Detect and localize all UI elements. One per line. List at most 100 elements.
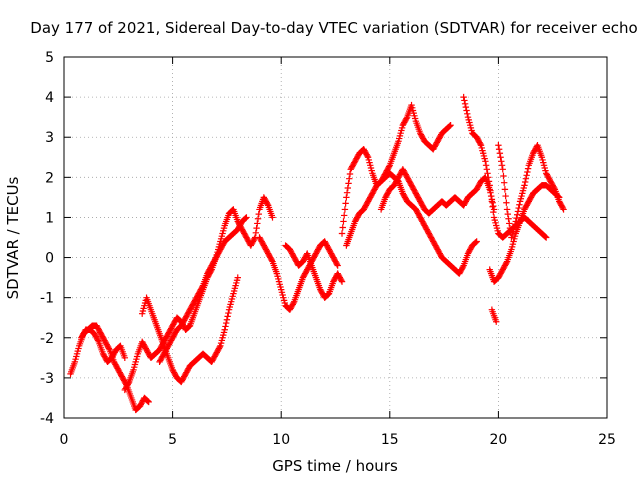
data-point (496, 150, 504, 157)
data-point (550, 184, 558, 192)
data-point (94, 337, 102, 344)
series-track-8 (338, 101, 454, 237)
data-point (290, 299, 297, 307)
data-point (338, 277, 345, 284)
data-point (477, 140, 484, 148)
y-tick-label: -4 (40, 411, 54, 427)
data-point (224, 313, 231, 320)
x-tick-label: 5 (168, 432, 177, 448)
x-tick-label: 10 (272, 432, 290, 448)
data-point (341, 206, 349, 213)
data-point (199, 283, 206, 291)
data-point (514, 208, 522, 215)
data-point (489, 203, 496, 210)
data-point (485, 178, 493, 185)
data-point (346, 175, 353, 182)
data-point (495, 146, 503, 153)
data-point (216, 343, 223, 351)
data-point (343, 194, 350, 201)
x-tick-label: 0 (60, 432, 69, 448)
data-point (264, 200, 271, 208)
data-point (342, 200, 349, 207)
data-point (484, 170, 491, 177)
data-point (223, 316, 231, 323)
data-point (255, 210, 262, 218)
x-tick-label: 25 (598, 432, 616, 448)
series-track-13 (495, 142, 567, 241)
data-point (542, 234, 550, 241)
data-point (343, 189, 351, 196)
series-track-2 (78, 326, 129, 366)
data-point (473, 238, 480, 245)
data-point (514, 211, 521, 218)
series-track-12 (486, 182, 563, 285)
data-point (488, 198, 496, 205)
data-point (472, 238, 480, 246)
data-point (340, 218, 347, 225)
data-point (485, 174, 492, 181)
data-point (472, 239, 479, 247)
data-point (324, 291, 331, 299)
data-point (254, 215, 262, 222)
data-point (460, 93, 467, 101)
data-point (503, 199, 510, 206)
y-tick-label: 3 (45, 130, 54, 146)
data-point (222, 323, 229, 330)
data-point (504, 210, 512, 218)
y-tick-label: 0 (45, 251, 54, 267)
data-point (145, 398, 152, 406)
data-point (482, 158, 489, 165)
series-track-10 (377, 166, 498, 217)
data-point (446, 122, 454, 130)
data-point (506, 224, 514, 232)
data-point (222, 319, 230, 327)
data-point (490, 202, 497, 210)
x-tick-label: 15 (381, 432, 399, 448)
data-point (268, 257, 275, 264)
data-point (346, 170, 354, 178)
data-point (500, 172, 507, 180)
data-point (487, 192, 495, 200)
y-tick-label: 4 (45, 90, 54, 106)
data-point (521, 178, 529, 186)
data-point (482, 162, 490, 169)
data-point (269, 214, 276, 221)
data-point (344, 184, 352, 192)
y-tick-label: 2 (45, 170, 54, 186)
data-point (340, 212, 348, 219)
y-tick-label: -2 (40, 331, 54, 347)
data-point (506, 220, 513, 227)
series-track-5 (156, 194, 276, 366)
data-point (497, 154, 504, 161)
y-tick-label: -3 (40, 371, 54, 387)
data-point (241, 215, 249, 222)
data-point (500, 179, 508, 186)
data-point (334, 262, 341, 269)
data-point (234, 274, 241, 281)
data-point (486, 182, 493, 189)
data-point (521, 182, 528, 189)
series-track-14 (488, 306, 500, 325)
data-point (144, 397, 151, 404)
data-point (487, 187, 494, 194)
data-point (499, 166, 506, 173)
data-point (229, 206, 236, 214)
y-tick-label: 1 (45, 210, 54, 226)
data-point (364, 152, 371, 160)
data-point (121, 354, 129, 362)
data-point (560, 206, 567, 213)
data-point (185, 323, 192, 331)
data-point (461, 97, 468, 104)
data-point (403, 115, 410, 122)
data-point (338, 230, 346, 237)
data-point (252, 229, 260, 237)
series-track-6 (256, 234, 341, 313)
series-track-7 (282, 242, 346, 301)
data-point (498, 158, 505, 165)
data-point (481, 174, 488, 182)
plot-frame (63, 56, 608, 419)
x-tick-label: 20 (489, 432, 507, 448)
data-point (221, 326, 228, 333)
data-point (462, 103, 470, 111)
